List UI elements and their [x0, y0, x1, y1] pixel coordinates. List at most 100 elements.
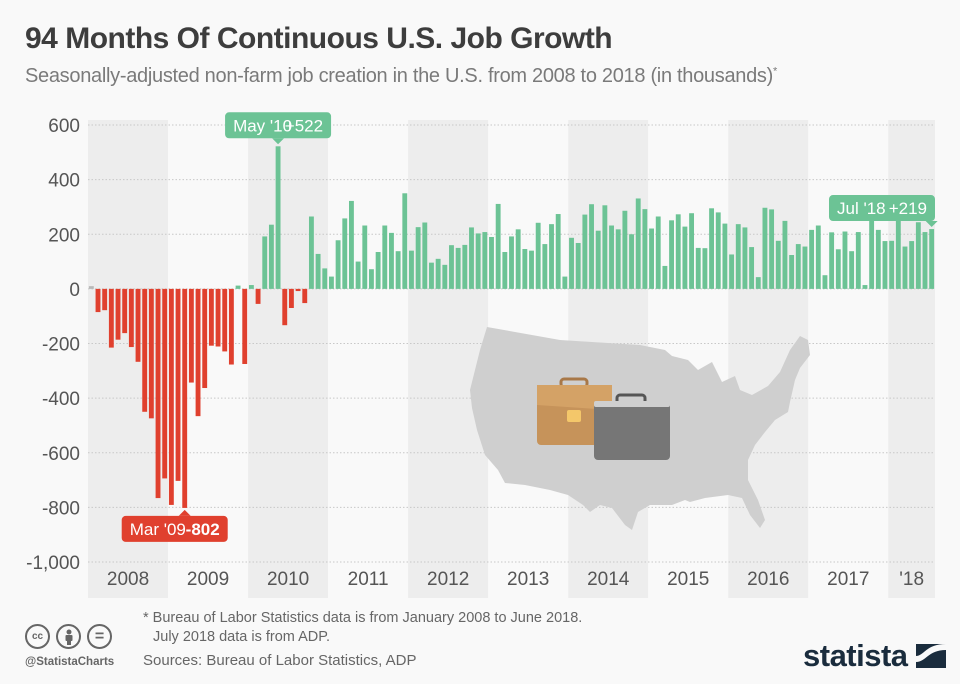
bar — [809, 229, 815, 289]
x-tick-label: 2015 — [667, 569, 709, 590]
bar — [235, 285, 241, 289]
bar — [102, 288, 108, 311]
bar — [642, 209, 648, 289]
bar — [415, 227, 421, 289]
bar — [895, 200, 901, 289]
bar — [155, 288, 161, 499]
bar — [382, 225, 388, 289]
bar — [889, 240, 895, 289]
bar — [108, 288, 114, 348]
bar — [288, 288, 294, 308]
statista-logo-icon — [915, 644, 946, 668]
statista-logo[interactable]: statista — [803, 638, 946, 674]
gray-briefcase-icon — [594, 393, 670, 460]
bar — [722, 223, 728, 289]
bar — [128, 288, 134, 348]
bar — [462, 244, 468, 289]
bar — [609, 225, 614, 289]
y-tick-label: 200 — [48, 225, 80, 246]
x-tick-label: 2012 — [427, 569, 469, 590]
bar — [175, 288, 181, 481]
bar — [402, 193, 408, 289]
bar — [409, 250, 414, 289]
bar — [575, 242, 581, 289]
bar — [135, 288, 141, 362]
year-band — [248, 120, 329, 598]
bar — [762, 207, 768, 289]
bar — [775, 240, 781, 289]
bar — [228, 288, 234, 365]
annotations: May '10+522 Mar '09 -802 Jul '18 +219 — [121, 112, 938, 542]
y-tick-label: -400 — [42, 389, 80, 410]
y-tick-label: -800 — [42, 498, 80, 519]
bar — [529, 250, 534, 289]
bar — [88, 286, 94, 289]
year-band — [408, 120, 489, 598]
pill-background — [121, 515, 228, 542]
bar — [802, 246, 808, 289]
person-glyph — [65, 629, 72, 645]
bar — [162, 288, 168, 479]
bar — [789, 255, 795, 289]
bar — [602, 205, 608, 289]
annotation-date: Mar '09 — [130, 520, 186, 539]
bar — [369, 269, 374, 289]
bar — [395, 251, 401, 289]
bar — [782, 220, 788, 289]
sources: Sources: Bureau of Labor Statistics, ADP — [143, 652, 417, 669]
pill-background — [225, 112, 332, 139]
footnote-line-2: July 2018 data is from ADP. — [153, 629, 331, 645]
bar — [649, 228, 654, 289]
bar — [308, 216, 314, 289]
bar — [268, 224, 274, 289]
bar — [275, 146, 281, 289]
bar — [449, 245, 454, 289]
footnote-line-1: * Bureau of Labor Statistics data is fro… — [143, 610, 583, 626]
bar — [148, 288, 154, 419]
bar — [489, 236, 494, 289]
bar — [502, 252, 508, 289]
bar — [855, 232, 861, 289]
bar — [282, 288, 288, 326]
y-tick-label: 600 — [48, 116, 80, 137]
bar — [549, 224, 554, 289]
bar — [322, 268, 328, 289]
bar — [902, 246, 908, 289]
bar — [769, 209, 775, 289]
bar — [202, 288, 208, 389]
bar — [375, 252, 381, 289]
bar — [515, 229, 521, 289]
us-map-illustration — [470, 327, 810, 530]
bar — [749, 247, 755, 289]
bar — [795, 244, 801, 289]
bar — [442, 264, 448, 289]
bar — [522, 248, 528, 289]
bar — [595, 230, 601, 289]
bar — [535, 222, 541, 289]
subtitle-text: Seasonally-adjusted non-farm job creatio… — [25, 65, 773, 87]
pill-pointer — [272, 138, 285, 145]
year-band — [808, 120, 889, 598]
bar — [669, 220, 674, 289]
bar — [315, 253, 321, 289]
x-tick-label: 2014 — [587, 569, 630, 590]
annotation-value: +219 — [889, 199, 927, 218]
annotation-pill: Jul '18 +219 — [829, 195, 938, 228]
bar — [188, 288, 194, 383]
bar — [742, 227, 748, 289]
bar — [702, 248, 708, 289]
y-tick-label: -1,000 — [26, 553, 80, 574]
bar — [389, 232, 394, 289]
bar — [248, 285, 254, 289]
brown-briefcase-icon — [537, 377, 612, 445]
bar — [675, 214, 681, 289]
bar — [455, 247, 461, 289]
x-tick-label: 2009 — [187, 569, 229, 590]
x-tick-label: 2008 — [107, 569, 149, 590]
annotation-date: Jul '18 — [837, 199, 886, 218]
annotation-pill: May '10+522 — [225, 112, 332, 145]
bar — [328, 276, 334, 289]
license-icons: cc = — [25, 624, 112, 649]
x-tick-label: 2011 — [348, 569, 389, 590]
